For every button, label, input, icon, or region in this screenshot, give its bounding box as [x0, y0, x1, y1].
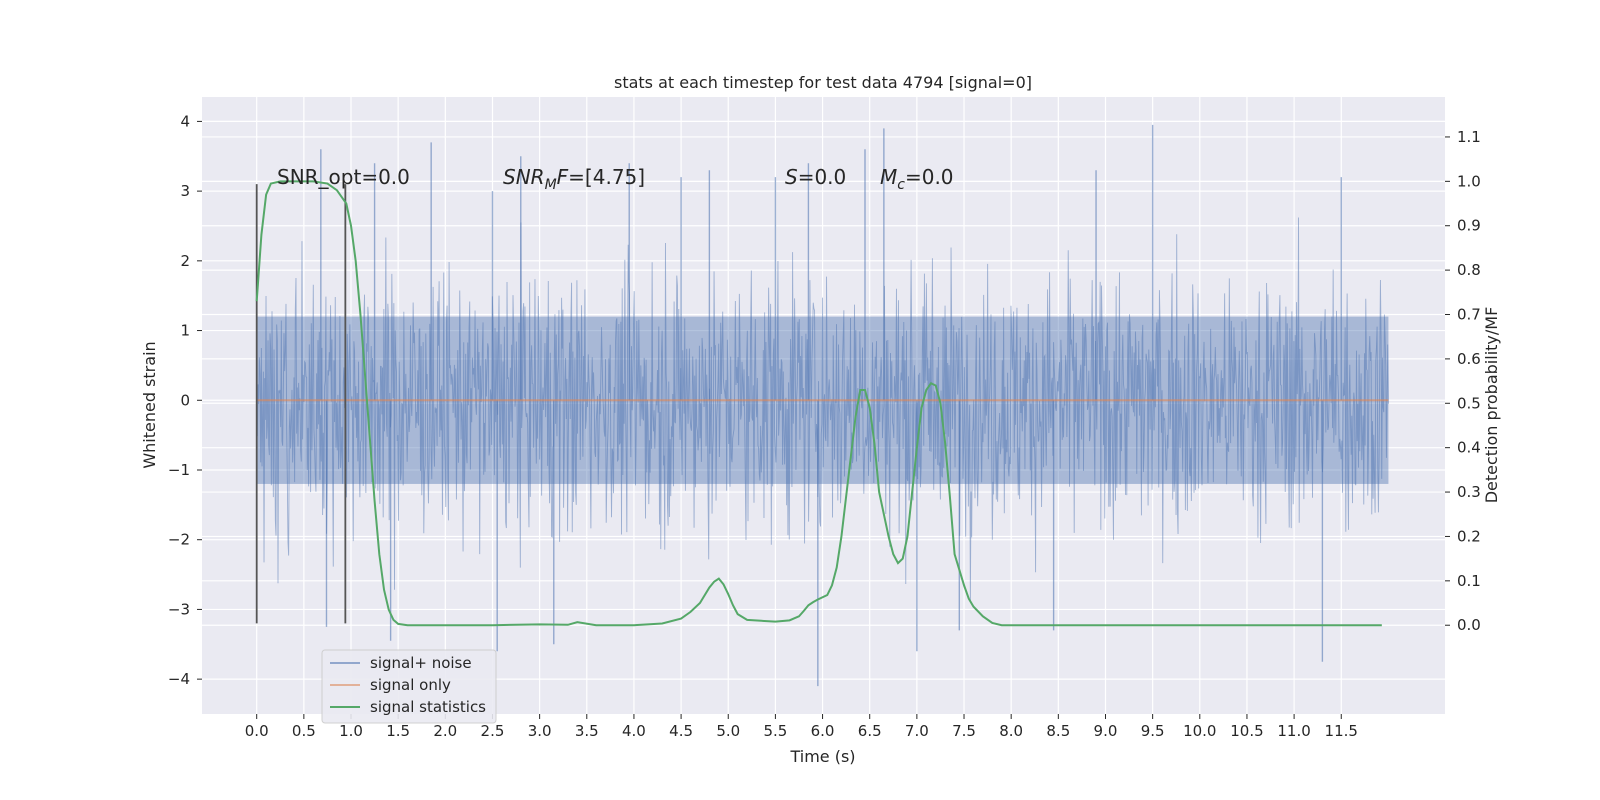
yl-tick-label-6: −2	[168, 531, 190, 549]
yr-tick-label-8: 0.3	[1457, 483, 1481, 501]
x-tick-label-22: 11.0	[1277, 722, 1310, 740]
x-tick-label-18: 9.0	[1094, 722, 1118, 740]
y-right-axis-label: Detection probability/MF	[1482, 307, 1501, 504]
yr-tick-label-7: 0.4	[1457, 439, 1481, 457]
yl-tick-label-1: 3	[180, 182, 190, 200]
x-tick-label-1: 0.5	[292, 722, 316, 740]
yr-tick-label-4: 0.7	[1457, 306, 1481, 324]
yr-tick-label-3: 0.8	[1457, 261, 1481, 279]
annotation-snr-opt: SNR_opt=0.0	[277, 165, 410, 189]
vertical-markers	[255, 184, 347, 624]
yr-tick-label-6: 0.5	[1457, 394, 1481, 412]
yr-tick-label-1: 1.0	[1457, 172, 1481, 190]
x-tick-label-13: 6.5	[858, 722, 882, 740]
x-tick-label-10: 5.0	[716, 722, 740, 740]
x-tick-label-17: 8.5	[1046, 722, 1070, 740]
x-tick-label-21: 10.5	[1230, 722, 1263, 740]
x-axis-ticks: 0.0 0.5 1.0 1.5 2.0 2.5 3.0 3.5 4.0 4.5 5.0 5.5 6.0 6…	[245, 714, 1358, 740]
yl-tick-label-5: −1	[168, 461, 190, 479]
legend-label-statistics: signal statistics	[370, 698, 486, 716]
yl-tick-label-7: −3	[168, 600, 190, 618]
yr-tick-label-0: 1.1	[1457, 128, 1481, 146]
chart-title: stats at each timestep for test data 479…	[614, 73, 1032, 92]
annotation-mc: Mc=0.0	[880, 165, 954, 193]
x-tick-label-4: 2.0	[433, 722, 457, 740]
legend-label-signal-only: signal only	[370, 676, 451, 694]
y-left-axis-ticks: 4 3 2 1 0 −1 −2 −3 −4	[168, 112, 202, 688]
x-tick-label-14: 7.0	[905, 722, 929, 740]
yr-tick-label-5: 0.6	[1457, 350, 1481, 368]
x-tick-label-8: 4.0	[622, 722, 646, 740]
x-axis-label: Time (s)	[789, 747, 855, 766]
legend: signal+ noise signal only signal statist…	[321, 649, 497, 724]
x-tick-label-15: 7.5	[952, 722, 976, 740]
noise-trace	[256, 217, 1389, 603]
annotation-snr-mf: SNRMF=[4.75]	[503, 165, 645, 193]
y-right-axis-ticks: 1.1 1.0 0.9 0.8 0.7 0.6 0.5 0.4 0.3 0.2 0.1 0.0	[1445, 128, 1481, 634]
legend-box	[321, 649, 497, 724]
x-tick-label-6: 3.0	[528, 722, 552, 740]
yr-tick-label-2: 0.9	[1457, 217, 1481, 235]
yl-tick-label-8: −4	[168, 670, 190, 688]
yl-tick-label-0: 4	[180, 112, 190, 130]
x-tick-label-0: 0.0	[245, 722, 269, 740]
signal-statistics-series	[255, 180, 1382, 627]
x-tick-label-19: 9.5	[1141, 722, 1165, 740]
x-tick-label-16: 8.0	[999, 722, 1023, 740]
yl-tick-label-4: 0	[180, 391, 190, 409]
yl-tick-label-2: 2	[180, 252, 190, 270]
statistics-line	[255, 180, 1382, 627]
x-tick-label-20: 10.0	[1183, 722, 1216, 740]
x-tick-label-7: 3.5	[575, 722, 599, 740]
annotation-s: S=0.0	[785, 165, 846, 189]
x-tick-label-5: 2.5	[481, 722, 505, 740]
x-tick-label-3: 1.5	[386, 722, 410, 740]
x-tick-label-9: 4.5	[669, 722, 693, 740]
x-tick-label-23: 11.5	[1325, 722, 1358, 740]
yr-tick-label-10: 0.1	[1457, 572, 1481, 590]
yr-tick-label-11: 0.0	[1457, 616, 1481, 634]
x-tick-label-2: 1.0	[339, 722, 363, 740]
x-tick-label-11: 5.5	[763, 722, 787, 740]
x-tick-label-12: 6.0	[811, 722, 835, 740]
legend-label-noise: signal+ noise	[370, 654, 472, 672]
yr-tick-label-9: 0.2	[1457, 527, 1481, 545]
yl-tick-label-3: 1	[180, 322, 190, 340]
y-left-axis-label: Whitened strain	[140, 341, 159, 468]
